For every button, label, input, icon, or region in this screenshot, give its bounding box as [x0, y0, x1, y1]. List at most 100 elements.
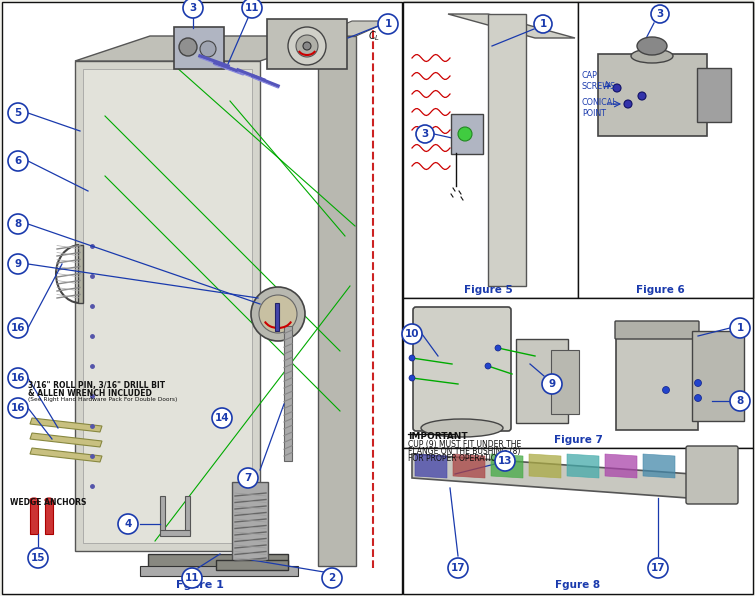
Circle shape — [695, 380, 701, 386]
Polygon shape — [30, 418, 102, 432]
Text: Fgure 1: Fgure 1 — [176, 580, 224, 590]
FancyBboxPatch shape — [686, 446, 738, 504]
Text: 8: 8 — [14, 219, 22, 229]
Polygon shape — [448, 14, 575, 38]
Text: Figure 7: Figure 7 — [553, 435, 602, 445]
FancyBboxPatch shape — [615, 321, 699, 339]
Polygon shape — [30, 433, 102, 447]
FancyBboxPatch shape — [413, 307, 511, 431]
Circle shape — [288, 27, 326, 65]
Text: 4: 4 — [125, 519, 131, 529]
FancyBboxPatch shape — [516, 339, 568, 423]
Bar — [2, 2, 402, 594]
Bar — [75, 61, 260, 551]
Polygon shape — [415, 454, 447, 478]
Circle shape — [179, 38, 197, 56]
Bar — [284, 326, 292, 461]
Circle shape — [495, 345, 501, 351]
Text: & ALLEN WRENCH INCLUDED: & ALLEN WRENCH INCLUDED — [28, 389, 152, 398]
Circle shape — [662, 386, 670, 393]
Text: 1: 1 — [736, 323, 744, 333]
Circle shape — [448, 558, 468, 578]
Bar — [403, 2, 753, 298]
FancyBboxPatch shape — [697, 68, 731, 122]
Text: 11: 11 — [245, 3, 259, 13]
Circle shape — [8, 318, 28, 338]
Circle shape — [542, 374, 562, 394]
Text: 17: 17 — [651, 563, 665, 573]
Bar — [148, 554, 288, 568]
Circle shape — [182, 568, 202, 588]
Text: 11: 11 — [185, 573, 199, 583]
Text: Figure 6: Figure 6 — [636, 285, 684, 295]
FancyBboxPatch shape — [174, 27, 224, 69]
Circle shape — [8, 368, 28, 388]
Polygon shape — [453, 454, 485, 478]
Circle shape — [651, 5, 669, 23]
Circle shape — [8, 398, 28, 418]
Ellipse shape — [30, 498, 38, 502]
Text: 16: 16 — [11, 403, 25, 413]
Text: 16: 16 — [11, 373, 25, 383]
Ellipse shape — [45, 498, 53, 502]
Circle shape — [485, 363, 491, 369]
Text: 10: 10 — [405, 329, 419, 339]
Circle shape — [624, 100, 632, 108]
Text: FOR PROPER OPERATION!!!: FOR PROPER OPERATION!!! — [408, 454, 511, 463]
Circle shape — [458, 127, 472, 141]
Text: 5: 5 — [14, 108, 22, 118]
Circle shape — [409, 375, 415, 381]
Circle shape — [495, 451, 515, 471]
Polygon shape — [30, 448, 102, 462]
FancyBboxPatch shape — [267, 19, 347, 69]
Circle shape — [28, 548, 48, 568]
Circle shape — [212, 408, 232, 428]
Bar — [275, 303, 279, 331]
Circle shape — [322, 568, 342, 588]
Text: 1: 1 — [384, 19, 392, 29]
Text: 1: 1 — [539, 19, 547, 29]
Bar — [578, 2, 753, 298]
Text: 14: 14 — [214, 413, 230, 423]
Circle shape — [695, 395, 701, 402]
Ellipse shape — [637, 37, 667, 55]
Circle shape — [8, 254, 28, 274]
Circle shape — [638, 92, 646, 100]
Text: 17: 17 — [451, 563, 465, 573]
Text: 8: 8 — [736, 396, 744, 406]
Bar — [318, 36, 356, 566]
Polygon shape — [529, 454, 561, 478]
Polygon shape — [567, 454, 599, 478]
Bar — [78, 245, 83, 303]
Text: IMPORTANT: IMPORTANT — [408, 432, 467, 441]
Circle shape — [378, 14, 398, 34]
Text: WEDGE ANCHORS: WEDGE ANCHORS — [10, 498, 86, 507]
Bar — [30, 500, 38, 534]
Text: 3/16" ROLL PIN, 3/16" DRILL BIT: 3/16" ROLL PIN, 3/16" DRILL BIT — [28, 381, 165, 390]
Circle shape — [648, 558, 668, 578]
Bar — [403, 298, 753, 448]
Polygon shape — [318, 21, 390, 36]
Polygon shape — [412, 454, 692, 498]
Circle shape — [251, 287, 305, 341]
Bar — [140, 566, 298, 576]
Circle shape — [8, 151, 28, 171]
Circle shape — [613, 84, 621, 92]
Bar — [232, 482, 268, 564]
Ellipse shape — [421, 419, 503, 437]
Bar — [45, 500, 53, 534]
Text: 3: 3 — [656, 9, 664, 19]
Circle shape — [402, 324, 422, 344]
Text: 9: 9 — [14, 259, 22, 269]
Bar — [160, 530, 190, 536]
FancyBboxPatch shape — [451, 114, 483, 154]
Bar — [160, 496, 165, 534]
Text: $C_L$: $C_L$ — [368, 29, 380, 43]
Circle shape — [8, 214, 28, 234]
Text: Figure 5: Figure 5 — [464, 285, 513, 295]
Text: 16: 16 — [11, 323, 25, 333]
Circle shape — [296, 35, 318, 57]
Circle shape — [534, 15, 552, 33]
Circle shape — [8, 103, 28, 123]
Bar — [185, 496, 190, 534]
